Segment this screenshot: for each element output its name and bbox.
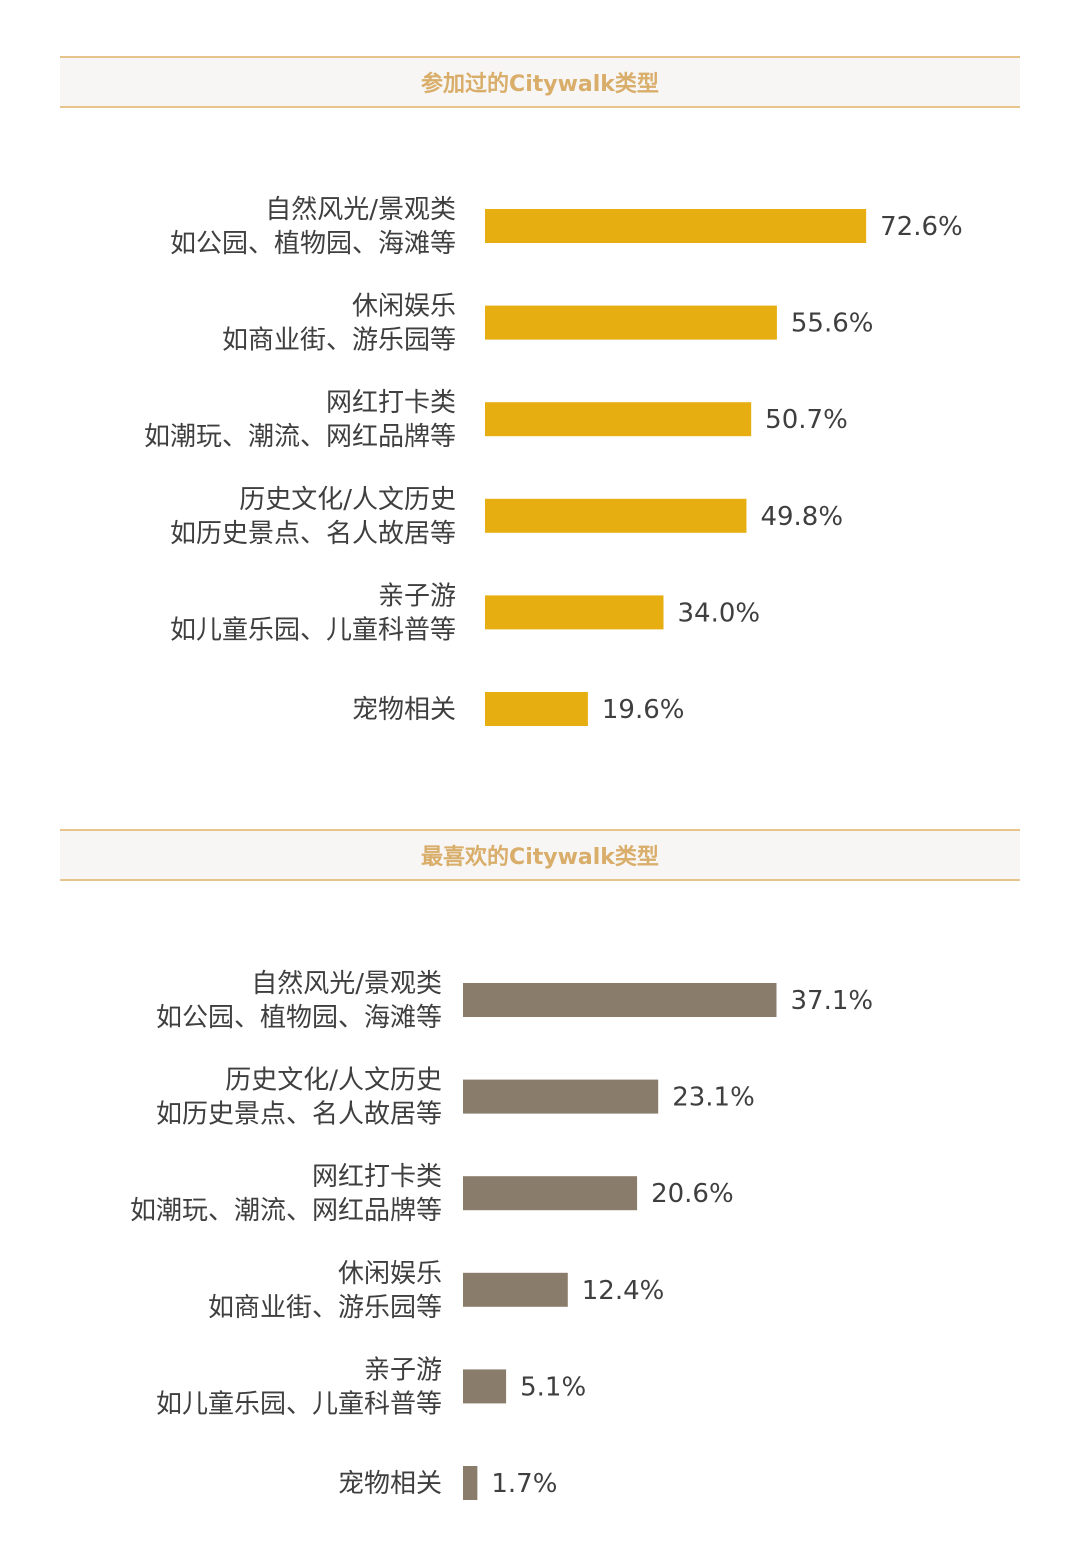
- value-label: 50.7%: [765, 405, 848, 435]
- category-label: 如商业街、游乐园等: [208, 1293, 442, 1323]
- value-label: 12.4%: [582, 1276, 665, 1306]
- value-label: 55.6%: [791, 309, 874, 339]
- category-label: 亲子游: [364, 1355, 442, 1385]
- value-label: 34.0%: [678, 598, 761, 628]
- category-label: 自然风光/景观类: [251, 969, 442, 999]
- category-label: 如公园、植物园、海滩等: [156, 1003, 442, 1033]
- bar: [485, 595, 664, 630]
- bar: [485, 209, 867, 243]
- category-label: 如商业街、游乐园等: [222, 326, 456, 356]
- bar: [485, 498, 747, 533]
- value-label: 23.1%: [672, 1083, 755, 1113]
- category-label: 如公园、植物园、海滩等: [170, 229, 456, 259]
- value-label: 19.6%: [602, 695, 685, 725]
- category-label: 如历史景点、名人故居等: [156, 1100, 442, 1130]
- category-label: 休闲娱乐: [338, 1259, 442, 1289]
- category-label: 亲子游: [378, 581, 456, 611]
- category-label: 自然风光/景观类: [265, 195, 456, 225]
- value-label: 49.8%: [760, 502, 843, 532]
- category-label: 历史文化/人文历史: [239, 485, 456, 515]
- category-label: 网红打卡类: [326, 388, 456, 418]
- value-label: 72.6%: [880, 212, 963, 242]
- bar: [463, 983, 777, 1017]
- category-label: 宠物相关: [352, 695, 456, 725]
- bar: [463, 1272, 568, 1307]
- value-label: 37.1%: [790, 986, 873, 1016]
- bar: [485, 692, 588, 726]
- bar: [485, 402, 752, 437]
- category-label: 如潮玩、潮流、网红品牌等: [130, 1196, 442, 1226]
- chart-1-title: 参加过的Citywalk类型: [60, 56, 1020, 108]
- bar: [463, 1369, 507, 1404]
- value-label: 1.7%: [491, 1469, 557, 1499]
- category-label: 历史文化/人文历史: [225, 1066, 442, 1096]
- value-label: 20.6%: [651, 1179, 734, 1209]
- value-label: 5.1%: [520, 1372, 586, 1402]
- category-label: 如儿童乐园、儿童科普等: [156, 1389, 442, 1419]
- category-label: 宠物相关: [338, 1469, 442, 1499]
- bar: [463, 1079, 659, 1114]
- category-label: 如潮玩、潮流、网红品牌等: [144, 422, 456, 452]
- bar: [485, 305, 777, 340]
- category-label: 如历史景点、名人故居等: [170, 519, 456, 549]
- category-label: 网红打卡类: [312, 1162, 442, 1192]
- category-label: 休闲娱乐: [352, 292, 456, 322]
- bar: [463, 1176, 638, 1211]
- chart-2-title: 最喜欢的Citywalk类型: [60, 829, 1020, 881]
- bar: [463, 1466, 478, 1500]
- category-label: 如儿童乐园、儿童科普等: [170, 615, 456, 645]
